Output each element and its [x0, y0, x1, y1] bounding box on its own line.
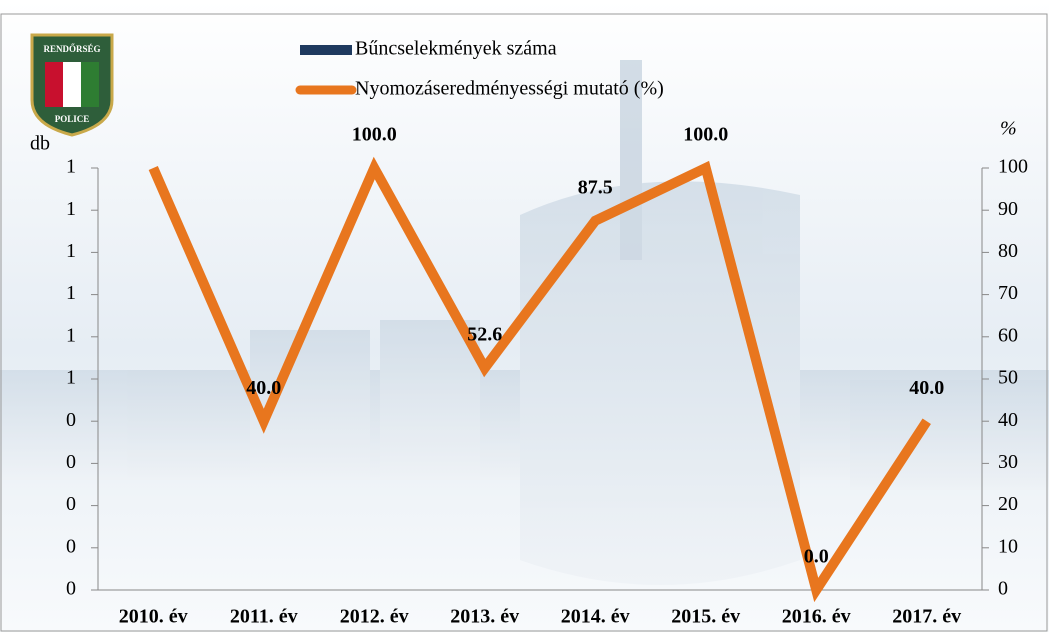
y2-tick-label: 20 [998, 493, 1018, 515]
y2-tick-label: 100 [998, 156, 1028, 178]
y2-tick-label: 40 [998, 409, 1018, 431]
logo-bottom-text: POLICE [55, 114, 90, 124]
y-tick-label: 0 [66, 578, 76, 600]
y2-tick-label: 60 [998, 324, 1018, 346]
y2-tick-label: 0 [998, 578, 1008, 600]
data-label: 52.6 [467, 324, 502, 346]
y-tick-label: 1 [66, 240, 76, 262]
y-tick-label: 1 [66, 198, 76, 220]
x-tick-label: 2012. év [340, 606, 409, 628]
y-tick-label: 0 [66, 409, 76, 431]
legend-swatch [300, 45, 352, 55]
y-tick-label: 0 [66, 493, 76, 515]
y2-tick-label: 80 [998, 240, 1018, 262]
y2-tick-label: 70 [998, 282, 1018, 304]
data-label: 40.0 [909, 377, 944, 399]
x-tick-label: 2017. év [892, 606, 961, 628]
y-tick-label: 1 [66, 282, 76, 304]
data-label: 100.0 [352, 124, 397, 146]
y2-axis-label: % [1000, 118, 1017, 140]
data-label: 87.5 [578, 176, 613, 198]
legend-label: Nyomozáseredményességi mutató (%) [355, 78, 664, 100]
x-tick-label: 2010. év [119, 606, 188, 628]
y2-tick-label: 10 [998, 535, 1018, 557]
chart: RENDŐRSÉG POLICE db % 000001111110102030… [0, 0, 1049, 632]
page: RENDŐRSÉG POLICE db % 000001111110102030… [0, 0, 1049, 632]
data-label: 40.0 [246, 377, 281, 399]
data-label: 0.0 [804, 546, 829, 568]
y-tick-label: 0 [66, 535, 76, 557]
y2-tick-label: 30 [998, 451, 1018, 473]
y2-tick-label: 90 [998, 198, 1018, 220]
x-tick-label: 2011. év [230, 606, 298, 628]
logo-top-text: RENDŐRSÉG [43, 44, 100, 54]
x-tick-label: 2015. év [671, 606, 740, 628]
legend-label: Bűncselekmények száma [355, 38, 557, 60]
logo: RENDŐRSÉG POLICE [32, 35, 112, 135]
x-tick-label: 2014. év [561, 606, 630, 628]
x-tick-label: 2016. év [782, 606, 851, 628]
y-tick-label: 0 [66, 451, 76, 473]
data-label: 100.0 [683, 124, 728, 146]
y-axis-label: db [30, 133, 50, 155]
y-tick-label: 1 [66, 367, 76, 389]
y-tick-label: 1 [66, 324, 76, 346]
y2-tick-label: 50 [998, 367, 1018, 389]
x-tick-label: 2013. év [450, 606, 519, 628]
y-tick-label: 1 [66, 156, 76, 178]
